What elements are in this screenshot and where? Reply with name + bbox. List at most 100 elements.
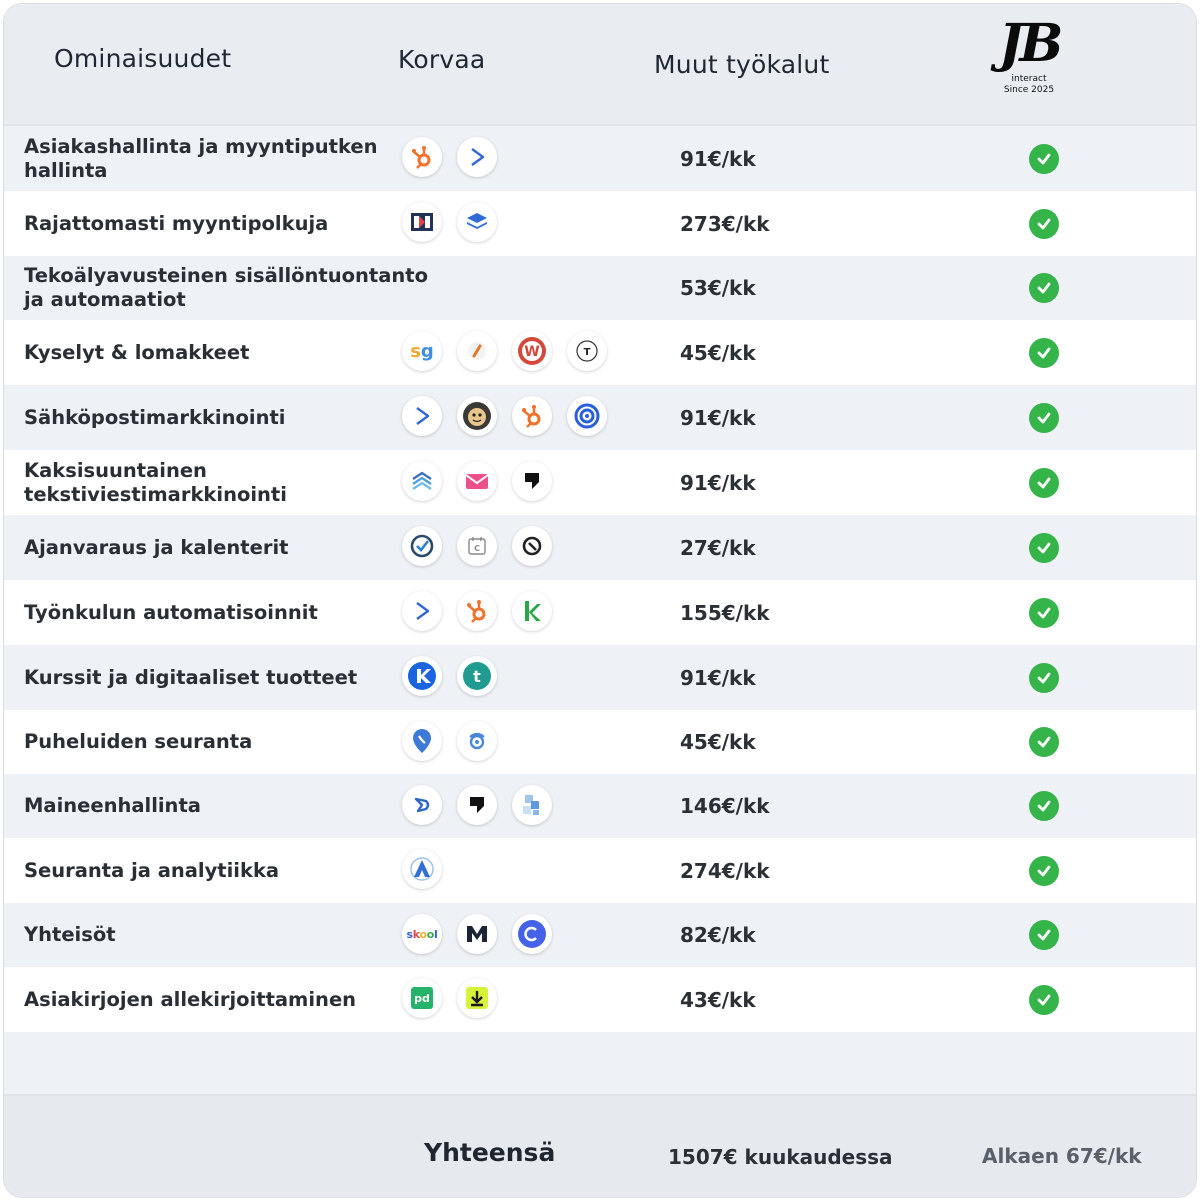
svg-text:t: t <box>473 667 481 686</box>
other-tools-price: 91€/kk <box>680 405 756 430</box>
table-row: Seuranta ja analytiikka 274€/kk <box>4 838 1196 905</box>
mailchimp-icon <box>457 396 497 436</box>
table-row: Kaksisuuntainen tekstiviestimarkkinointi… <box>4 450 1196 517</box>
replaced-tools <box>402 202 497 244</box>
skool-icon: skool <box>402 914 442 954</box>
check-icon <box>1029 144 1059 174</box>
clickfunnels-icon <box>402 202 442 242</box>
replaced-tools <box>402 591 552 633</box>
feature-label: Yhteisöt <box>24 923 116 946</box>
column-header-replaces: Korvaa <box>398 45 486 74</box>
other-tools-price: 27€/kk <box>680 535 756 560</box>
column-header-features: Ominaisuudet <box>54 44 232 73</box>
total-other-tools: 1507€ kuukaudessa <box>668 1145 893 1169</box>
replaced-tools: skool <box>402 914 552 956</box>
check-icon <box>1029 209 1059 239</box>
feature-label: Maineenhallinta <box>24 794 201 817</box>
other-tools-price: 45€/kk <box>680 340 756 365</box>
table-row: Kyselyt & lomakkeet s g W T 45€/kk <box>4 320 1196 387</box>
feature-label: Puheluiden seuranta <box>24 730 253 753</box>
table-row: Asiakashallinta ja myyntiputken hallinta… <box>4 126 1196 193</box>
chevron-stack-icon <box>402 461 442 501</box>
feature-label: Asiakashallinta ja myyntiputken hallinta <box>24 134 378 182</box>
kajabi-icon <box>402 656 442 696</box>
feature-label: Rajattomasti myyntipolkuja <box>24 211 329 235</box>
feature-label: Kyselyt & lomakkeet <box>24 340 250 364</box>
callrail-icon <box>457 721 497 761</box>
feature-label: Seuranta ja analytiikka <box>24 858 280 882</box>
feature-label: Asiakirjojen allekirjoittaminen <box>24 987 357 1011</box>
puzzle-icon <box>512 785 552 825</box>
replaced-tools: C <box>402 526 552 568</box>
svg-text:pd: pd <box>414 992 430 1005</box>
feature-label: Kaksisuuntainen tekstiviestimarkkinointi <box>24 458 287 506</box>
table-row: Sähköpostimarkkinointi 91€/kk <box>4 385 1196 452</box>
other-tools-price: 91€/kk <box>680 470 756 495</box>
logo-text-since: Since 2025 <box>1003 85 1055 95</box>
analytics-icon <box>402 849 442 889</box>
total-our-price: Alkaen 67€/kk <box>982 1144 1142 1168</box>
table-header: Ominaisuudet Korvaa Muut työkalut JB int… <box>4 4 1196 126</box>
download-icon <box>457 978 497 1018</box>
table-row: Rajattomasti myyntipolkuja 273€/kk <box>4 191 1196 258</box>
target-icon <box>567 396 607 436</box>
check-icon <box>1029 663 1059 693</box>
podium-icon <box>512 461 552 501</box>
typeform-icon: T <box>567 331 607 371</box>
podium-icon <box>457 785 497 825</box>
table-row: Puheluiden seuranta 45€/kk <box>4 710 1196 776</box>
check-icon <box>1029 920 1059 950</box>
calendar-icon: C <box>457 526 497 566</box>
feature-label: Tekoälyavusteinen sisällöntuontanto ja a… <box>24 264 428 311</box>
replaced-tools <box>402 396 607 438</box>
mighty-icon <box>457 914 497 954</box>
pandadoc-icon: pd <box>402 978 442 1018</box>
check-icon <box>1029 727 1059 757</box>
feature-label: Sähköpostimarkkinointi <box>24 405 286 429</box>
brand-logo: JB interact Since 2025 <box>974 16 1084 108</box>
table-footer <box>4 1096 1196 1197</box>
other-tools-price: 43€/kk <box>680 987 756 1012</box>
table-row: Kurssit ja digitaaliset tuotteet t 91€/kk <box>4 645 1196 712</box>
replaced-tools <box>402 721 497 763</box>
hubspot-icon <box>457 591 497 631</box>
check-icon <box>1029 791 1059 821</box>
birdeye-icon <box>402 785 442 825</box>
other-tools-price: 53€/kk <box>680 276 756 300</box>
other-tools-price: 274€/kk <box>680 858 770 883</box>
other-tools-price: 45€/kk <box>680 730 756 754</box>
activecampaign-icon <box>402 591 442 631</box>
logo-text-interact: interact <box>1011 74 1047 84</box>
other-tools-price: 91€/kk <box>680 665 756 690</box>
replaced-tools <box>402 461 552 503</box>
svg-text:T: T <box>584 347 591 358</box>
activecampaign-icon <box>457 137 497 177</box>
check-icon <box>1029 985 1059 1015</box>
pencil-icon <box>457 331 497 371</box>
check-icon <box>1029 533 1059 563</box>
acuity-icon <box>512 526 552 566</box>
hubspot-icon <box>402 137 442 177</box>
table-row: Työnkulun automatisoinnit 155€/kk <box>4 580 1196 647</box>
check-icon <box>1029 338 1059 368</box>
wufoo-icon: W <box>512 331 552 371</box>
check-circle-icon <box>402 526 442 566</box>
svg-text:W: W <box>524 344 539 360</box>
layers-icon <box>457 202 497 242</box>
feature-label: Ajanvaraus ja kalenterit <box>24 535 289 559</box>
svg-text:C: C <box>474 544 480 553</box>
column-header-other-tools: Muut työkalut <box>654 50 830 79</box>
check-icon <box>1029 468 1059 498</box>
other-tools-price: 82€/kk <box>680 923 756 947</box>
total-label: Yhteensä <box>424 1138 556 1167</box>
replaced-tools: pd <box>402 978 497 1020</box>
teachable-icon: t <box>457 656 497 696</box>
location-pin-icon <box>402 721 442 761</box>
replaced-tools <box>402 137 497 179</box>
table-row: Yhteisöt skool 82€/kk <box>4 903 1196 969</box>
activecampaign-icon <box>402 396 442 436</box>
envelope-icon <box>457 461 497 501</box>
logo-mark: JB <box>998 13 1064 74</box>
